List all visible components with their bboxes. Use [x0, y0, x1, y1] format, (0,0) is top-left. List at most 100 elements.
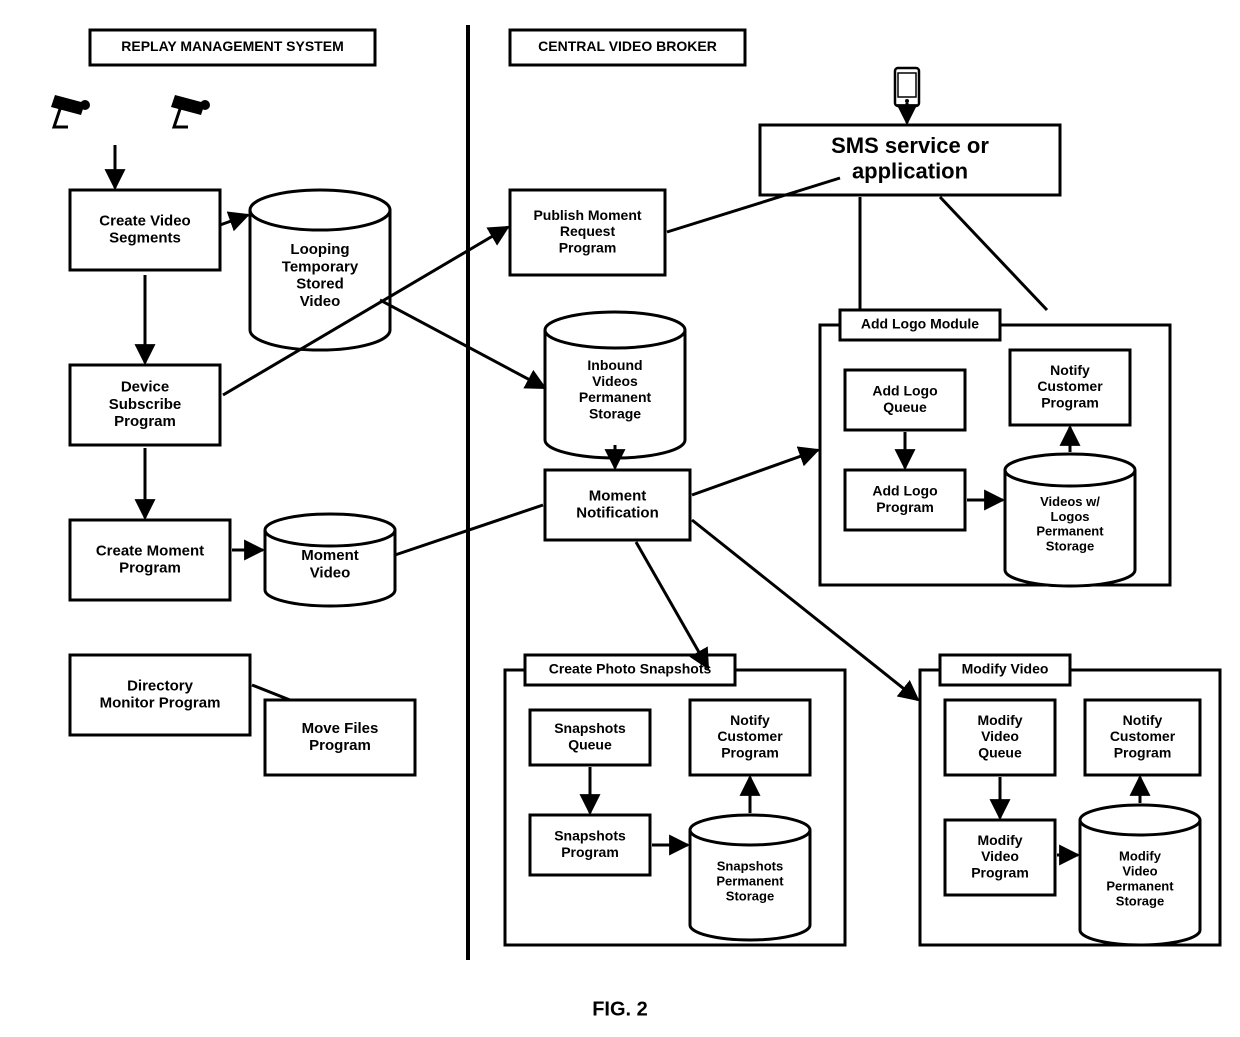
box-modify_video_program: ModifyVideoProgram [945, 820, 1055, 895]
svg-text:Add Logo: Add Logo [872, 383, 937, 399]
svg-text:Customer: Customer [1037, 378, 1103, 394]
svg-text:Program: Program [559, 239, 617, 255]
svg-text:Add Logo Module: Add Logo Module [861, 316, 979, 332]
box-sms_service-label: SMS service orapplication [831, 133, 989, 183]
svg-text:Customer: Customer [717, 728, 783, 744]
svg-text:Permanent: Permanent [579, 389, 652, 405]
svg-text:Inbound: Inbound [587, 357, 642, 373]
module-add_logo-title: Add Logo Module [861, 316, 979, 332]
svg-text:Queue: Queue [978, 744, 1022, 760]
svg-text:Video: Video [981, 848, 1019, 864]
box-moment_notification: MomentNotification [545, 470, 690, 540]
figure-label: FIG. 2 [592, 998, 648, 1020]
title-right: CENTRAL VIDEO BROKER [510, 30, 745, 65]
box-modify_video_queue: ModifyVideoQueue [945, 700, 1055, 775]
svg-text:Program: Program [119, 560, 181, 577]
svg-text:Storage: Storage [1116, 893, 1164, 908]
box-create_moment_program: Create MomentProgram [70, 520, 230, 600]
svg-text:Modify Video: Modify Video [962, 661, 1049, 677]
svg-text:Videos w/: Videos w/ [1040, 494, 1100, 509]
svg-text:Program: Program [1114, 744, 1172, 760]
svg-text:Snapshots: Snapshots [554, 720, 626, 736]
cyl-snapshots_store: SnapshotsPermanentStorage [690, 815, 810, 940]
svg-text:Modify: Modify [977, 712, 1022, 728]
svg-text:SMS service or: SMS service or [831, 133, 989, 158]
svg-text:Permanent: Permanent [716, 873, 784, 888]
svg-text:Video: Video [981, 728, 1019, 744]
svg-text:Customer: Customer [1110, 728, 1176, 744]
svg-text:Request: Request [560, 223, 616, 239]
svg-text:Storage: Storage [1046, 539, 1094, 554]
title-left: REPLAY MANAGEMENT SYSTEM [90, 30, 375, 65]
svg-text:Device: Device [121, 379, 169, 396]
svg-text:Video: Video [300, 293, 341, 310]
svg-text:Subscribe: Subscribe [109, 396, 182, 413]
svg-text:REPLAY MANAGEMENT SYSTEM: REPLAY MANAGEMENT SYSTEM [121, 38, 343, 54]
svg-text:Queue: Queue [883, 399, 927, 415]
box-move_files-label: Move FilesProgram [302, 720, 379, 754]
svg-text:Add Logo: Add Logo [872, 483, 937, 499]
title-right-label: CENTRAL VIDEO BROKER [538, 38, 717, 54]
svg-text:Program: Program [721, 744, 779, 760]
svg-text:Program: Program [561, 844, 619, 860]
svg-text:Create Video: Create Video [99, 212, 190, 229]
svg-text:Looping: Looping [290, 241, 349, 258]
svg-text:Storage: Storage [589, 405, 641, 421]
box-move_files: Move FilesProgram [265, 700, 415, 775]
box-add_logo_program-label: Add LogoProgram [872, 483, 937, 515]
svg-text:Queue: Queue [568, 736, 612, 752]
svg-text:Snapshots: Snapshots [554, 828, 626, 844]
svg-text:application: application [852, 158, 968, 183]
svg-text:Modify: Modify [977, 832, 1022, 848]
svg-text:Directory: Directory [127, 677, 194, 694]
svg-text:Notify: Notify [1050, 362, 1090, 378]
svg-text:Temporary: Temporary [282, 258, 359, 275]
box-create_video_segments: Create VideoSegments [70, 190, 220, 270]
svg-text:Notify: Notify [730, 712, 770, 728]
box-snapshots_queue: SnapshotsQueue [530, 710, 650, 765]
box-add_logo_program: Add LogoProgram [845, 470, 965, 530]
svg-text:Storage: Storage [726, 888, 774, 903]
svg-text:Notification: Notification [576, 505, 659, 522]
svg-text:Program: Program [971, 864, 1029, 880]
box-directory_monitor: DirectoryMonitor Program [70, 655, 250, 735]
svg-text:Moment: Moment [589, 487, 647, 504]
svg-text:Video: Video [310, 564, 351, 581]
cyl-snapshots_store-label: SnapshotsPermanentStorage [716, 858, 784, 903]
box-notify_customer_snap: NotifyCustomerProgram [690, 700, 810, 775]
svg-text:Moment: Moment [301, 547, 359, 564]
cyl-modify_store: ModifyVideoPermanentStorage [1080, 805, 1200, 945]
cyl-videos_logos-label: Videos w/LogosPermanentStorage [1036, 494, 1104, 554]
box-snapshots_program: SnapshotsProgram [530, 815, 650, 875]
cyl-moment_video-label: MomentVideo [301, 547, 359, 581]
svg-text:Modify: Modify [1119, 849, 1162, 864]
box-sms_service: SMS service orapplication [760, 125, 1060, 195]
svg-text:Create Moment: Create Moment [96, 542, 204, 559]
box-create_video_segments-label: Create VideoSegments [99, 212, 190, 246]
box-device_subscribe: DeviceSubscribeProgram [70, 365, 220, 445]
svg-text:Move Files: Move Files [302, 720, 379, 737]
box-modify_video_queue-label: ModifyVideoQueue [977, 712, 1022, 760]
cyl-videos_logos: Videos w/LogosPermanentStorage [1005, 454, 1135, 586]
cyl-inbound_videos-label: InboundVideosPermanentStorage [579, 357, 652, 421]
svg-text:Segments: Segments [109, 230, 181, 247]
cyl-moment_video: MomentVideo [265, 514, 395, 606]
svg-text:Notify: Notify [1123, 712, 1163, 728]
svg-text:Videos: Videos [592, 373, 638, 389]
title-left-label: REPLAY MANAGEMENT SYSTEM [121, 38, 343, 54]
svg-text:Stored: Stored [296, 276, 344, 293]
box-add_logo_queue: Add LogoQueue [845, 370, 965, 430]
svg-text:Program: Program [114, 413, 176, 430]
box-publish_moment_request: Publish MomentRequestProgram [510, 190, 665, 275]
svg-text:CENTRAL VIDEO BROKER: CENTRAL VIDEO BROKER [538, 38, 717, 54]
box-notify_customer_mod: NotifyCustomerProgram [1085, 700, 1200, 775]
svg-text:Permanent: Permanent [1106, 878, 1174, 893]
svg-text:Permanent: Permanent [1036, 524, 1104, 539]
box-notify_customer_logo: NotifyCustomerProgram [1010, 350, 1130, 425]
svg-text:Publish Moment: Publish Moment [533, 207, 641, 223]
svg-text:Video: Video [1122, 863, 1157, 878]
svg-text:Logos: Logos [1051, 509, 1090, 524]
module-modify-title: Modify Video [962, 661, 1049, 677]
cyl-looping_temp: LoopingTemporaryStoredVideo [250, 190, 390, 350]
svg-text:Program: Program [309, 737, 371, 754]
